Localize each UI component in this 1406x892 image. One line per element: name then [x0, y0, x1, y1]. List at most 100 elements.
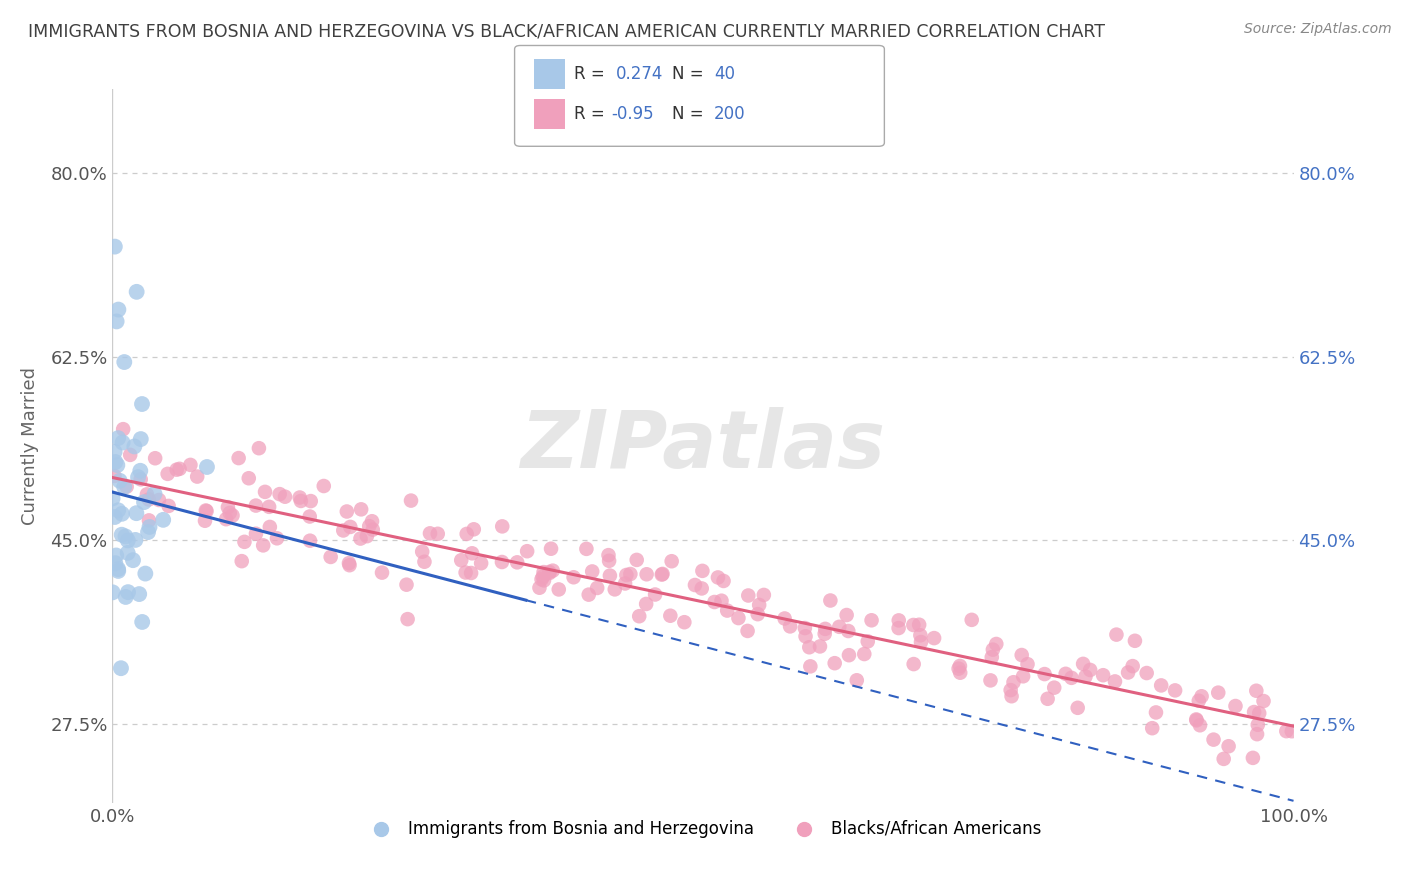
Point	[107, 302, 129, 317]
Point	[115, 480, 138, 494]
Point	[599, 568, 621, 582]
Point	[461, 546, 484, 560]
Point	[233, 534, 256, 549]
Point	[350, 502, 373, 516]
Point	[238, 471, 260, 485]
Point	[156, 467, 179, 481]
Point	[356, 529, 378, 543]
Text: ZIPatlas: ZIPatlas	[520, 407, 886, 485]
Point	[799, 659, 821, 673]
Point	[104, 510, 127, 524]
Point	[1218, 739, 1240, 754]
Point	[112, 355, 135, 369]
Point	[603, 582, 626, 597]
Point	[186, 469, 208, 483]
Point	[529, 581, 551, 595]
Point	[533, 565, 555, 579]
Point	[117, 533, 139, 548]
Point	[540, 541, 562, 556]
Point	[949, 659, 972, 673]
Point	[1136, 666, 1159, 681]
Point	[799, 640, 821, 655]
Point	[716, 603, 738, 617]
Point	[737, 589, 759, 603]
Point	[111, 435, 134, 450]
Point	[103, 445, 125, 459]
Point	[491, 519, 513, 533]
Point	[659, 608, 682, 623]
Point	[463, 522, 485, 536]
Point	[903, 618, 925, 632]
Point	[747, 607, 769, 622]
Point	[837, 624, 859, 638]
Point	[960, 613, 983, 627]
Text: 0.274: 0.274	[616, 65, 664, 83]
Point	[128, 587, 150, 601]
Point	[218, 506, 240, 520]
Point	[922, 631, 945, 645]
Point	[538, 566, 561, 580]
Point	[104, 556, 127, 570]
Point	[247, 441, 270, 455]
Point	[949, 665, 972, 680]
Point	[506, 555, 529, 569]
Point	[1243, 705, 1265, 719]
Point	[491, 555, 513, 569]
Point	[266, 531, 288, 545]
Point	[1164, 683, 1187, 698]
Point	[1071, 657, 1094, 671]
Point	[910, 628, 932, 642]
Point	[1043, 681, 1066, 695]
Point	[104, 455, 127, 469]
Text: Source: ZipAtlas.com: Source: ZipAtlas.com	[1244, 22, 1392, 37]
Point	[228, 451, 250, 466]
Point	[107, 503, 129, 517]
Point	[339, 520, 361, 534]
Point	[887, 621, 910, 635]
Point	[399, 493, 422, 508]
Point	[450, 553, 472, 567]
Point	[910, 635, 932, 649]
Point	[127, 470, 149, 484]
Point	[979, 673, 1001, 688]
Point	[713, 574, 735, 588]
Point	[651, 566, 673, 581]
Point	[138, 492, 160, 507]
Point	[1246, 683, 1268, 698]
Point	[853, 647, 876, 661]
Point	[773, 611, 796, 625]
Point	[748, 598, 770, 612]
Point	[124, 533, 146, 547]
Point	[274, 490, 297, 504]
Point	[619, 567, 641, 582]
Point	[107, 431, 129, 445]
Text: -0.95: -0.95	[612, 105, 654, 123]
Point	[359, 519, 381, 533]
Point	[290, 494, 312, 508]
Text: 200: 200	[714, 105, 745, 123]
Point	[828, 620, 851, 634]
Point	[1116, 665, 1139, 680]
Point	[136, 525, 159, 540]
Point	[231, 554, 253, 568]
Point	[101, 491, 124, 506]
Point	[108, 474, 131, 488]
Point	[104, 239, 127, 253]
Point	[986, 637, 1008, 651]
Point	[195, 460, 218, 475]
Point	[110, 661, 132, 675]
Point	[1206, 686, 1229, 700]
Point	[105, 549, 128, 563]
Point	[269, 487, 291, 501]
Point	[1104, 674, 1126, 689]
Point	[707, 570, 730, 584]
Point	[1054, 666, 1077, 681]
Point	[112, 480, 135, 494]
Point	[1185, 713, 1208, 727]
Point	[1246, 727, 1268, 741]
Point	[194, 514, 217, 528]
Point	[824, 656, 846, 670]
Point	[541, 564, 564, 578]
Point	[752, 588, 775, 602]
Point	[138, 513, 160, 527]
